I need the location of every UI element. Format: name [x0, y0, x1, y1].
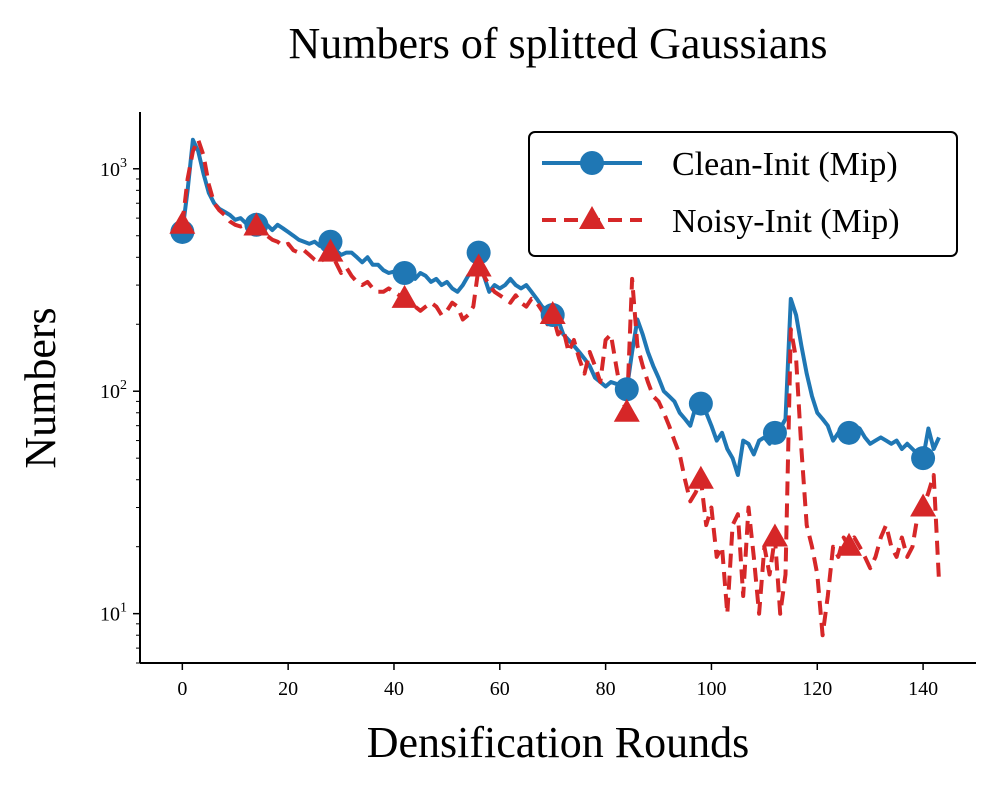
series-line-1 [180, 137, 941, 638]
x-tick-label: 120 [802, 678, 832, 700]
noisy-marker [539, 301, 566, 325]
x-tick-label: 40 [384, 678, 404, 700]
legend-clean-label: Clean-Init (Mip) [672, 146, 898, 183]
noisy-marker [687, 465, 714, 489]
noisy-marker [836, 532, 863, 556]
x-tick-label: 140 [908, 678, 938, 700]
y-axis-label: Numbers [16, 307, 65, 468]
legend-noisy-marker [579, 206, 605, 229]
clean-marker [837, 420, 862, 445]
clean-marker [466, 240, 491, 265]
x-tick-label: 0 [177, 678, 187, 700]
clean-marker [614, 377, 639, 402]
ticks-layer: 0 20 40 60 80 100 120 140 101 102 103 [100, 156, 938, 700]
x-tick-label: 60 [490, 678, 510, 700]
chart-title: Numbers of splitted Gaussians [289, 19, 828, 68]
legend-clean-marker [580, 151, 604, 175]
series-layer [169, 137, 941, 638]
noisy-marker [317, 238, 344, 262]
legend: Clean-Init (Mip) Noisy-Init (Mip) [528, 131, 958, 257]
legend-noisy-label: Noisy-Init (Mip) [672, 203, 900, 240]
axes-layer [139, 112, 976, 664]
y-tick-label: 101 [100, 601, 127, 626]
noisy-marker [169, 210, 196, 234]
clean-marker [688, 391, 713, 416]
clean-marker [911, 446, 936, 471]
noisy-marker [761, 523, 788, 547]
clean-marker [392, 260, 417, 285]
x-tick-label: 20 [278, 678, 298, 700]
noisy-marker [910, 493, 937, 517]
noisy-marker [243, 212, 270, 236]
series-line-0 [180, 137, 941, 477]
clean-marker [762, 420, 787, 445]
noisy-marker [613, 398, 640, 422]
x-tick-label: 80 [596, 678, 616, 700]
y-tick-label: 103 [100, 156, 127, 181]
x-axis-label: Densification Rounds [367, 718, 750, 767]
x-tick-label: 100 [696, 678, 726, 700]
noisy-marker [391, 284, 418, 308]
y-tick-label: 102 [100, 378, 127, 403]
noisy-marker [465, 253, 492, 277]
